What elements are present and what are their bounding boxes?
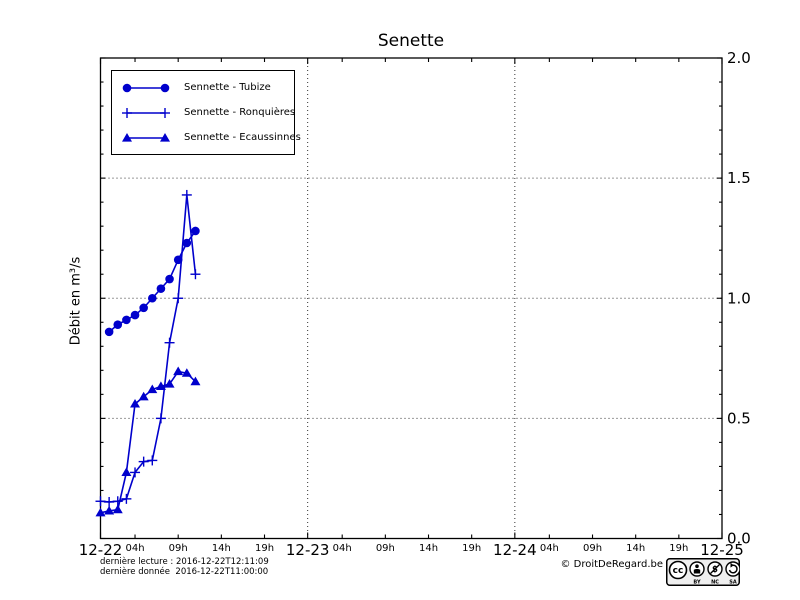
gridlines — [100, 58, 722, 539]
last-reading-text: dernière lecture : 2016-12-22T12:11:09 — [100, 557, 269, 567]
x-hour-tick-label: 19h — [462, 543, 481, 554]
cc-nc-label: NC — [711, 580, 719, 586]
line-plus-marker-icon — [122, 107, 170, 118]
svg-text:$: $ — [712, 565, 718, 575]
series-0 — [104, 226, 200, 337]
x-hour-tick-label: 19h — [669, 543, 688, 554]
x-hour-tick-label: 19h — [255, 543, 274, 554]
chart-title: Senette — [377, 31, 445, 51]
cc-sa-icon — [725, 561, 740, 577]
copyright-text: © DroitDeRegard.be — [560, 559, 663, 570]
series-1 — [95, 189, 201, 507]
svg-text:cc: cc — [673, 566, 684, 576]
y-tick-label: 0.5 — [727, 409, 751, 427]
x-hour-tick-label: 14h — [419, 543, 438, 554]
y-tick-label: 0.0 — [727, 530, 751, 548]
legend-label: Sennette - Ecaussinnes — [184, 132, 301, 143]
y-axis-label: Débit en m³/s — [68, 256, 84, 346]
last-data-text: dernière donnée 2016-12-22T11:00:00 — [100, 567, 269, 577]
legend-label: Sennette - Tubize — [184, 82, 271, 93]
x-hour-tick-label: 04h — [125, 543, 144, 554]
legend-item-ecaussinnes: Sennette - Ecaussinnes — [112, 127, 301, 149]
y-tick-label: 2.0 — [727, 49, 751, 67]
axis-tick-labels: 12-22 12-23 12-24 12-25 04h 09h 14h 19h 04h 09h 14… — [79, 49, 751, 559]
x-day-tick-label: 12-24 — [493, 541, 537, 559]
legend-label: Sennette - Ronquières — [184, 107, 296, 118]
axis-ticks — [99, 57, 723, 540]
cc-by-label: BY — [693, 580, 701, 586]
cc-nc-icon: $ — [707, 561, 723, 577]
cc-logo-icon: cc — [668, 560, 688, 580]
series-2 — [95, 366, 201, 517]
line-circle-marker-icon — [122, 83, 170, 92]
legend-item-tubize: Sennette - Tubize — [112, 77, 294, 99]
x-hour-tick-label: 04h — [333, 543, 352, 554]
x-day-tick-label: 12-23 — [286, 541, 330, 559]
x-hour-tick-label: 09h — [583, 543, 602, 554]
x-hour-tick-label: 09h — [376, 543, 395, 554]
x-hour-tick-label: 04h — [540, 543, 559, 554]
x-hour-tick-label: 09h — [169, 543, 188, 554]
line-triangle-marker-icon — [122, 132, 170, 142]
cc-sa-label: SA — [729, 580, 737, 586]
cc-by-icon — [689, 561, 705, 577]
x-hour-tick-label: 14h — [212, 543, 231, 554]
x-day-tick-label: 12-25 — [700, 541, 744, 559]
x-day-tick-label: 12-22 — [79, 541, 123, 559]
legend-box: Sennette - Tubize Sennette - Ronquières … — [111, 70, 301, 155]
x-hour-tick-label: 14h — [626, 543, 645, 554]
y-tick-label: 1.5 — [727, 169, 751, 187]
legend-item-ronquieres: Sennette - Ronquières — [112, 102, 296, 124]
y-tick-label: 1.0 — [727, 289, 751, 307]
cc-license-badge: cc $ BY NC SA — [666, 558, 740, 586]
